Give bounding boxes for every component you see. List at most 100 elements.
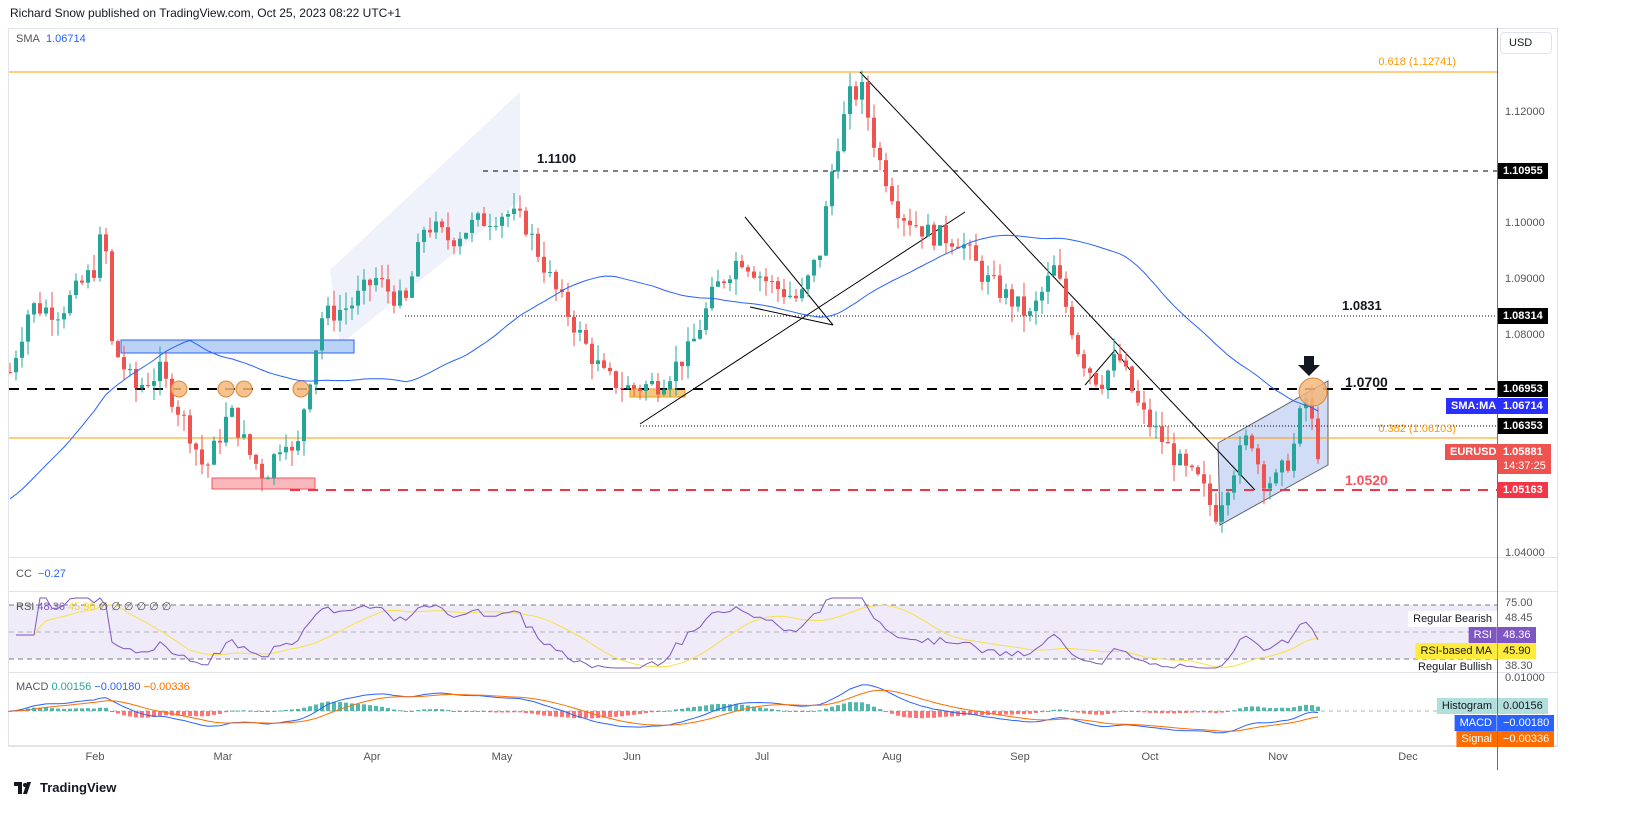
histogram-bar [452,710,456,712]
candle [1064,278,1068,307]
candle [836,151,840,172]
candle [86,270,90,283]
sma-legend[interactable]: SMA 1.06714 [16,33,86,45]
histogram-bar [374,705,378,711]
pane-divider[interactable] [8,672,1558,673]
candle [524,210,528,235]
histogram-bar [698,706,702,711]
candle [1268,483,1272,489]
candle [746,267,750,272]
candle [554,271,558,290]
histogram-bar [1274,708,1278,711]
histogram-bar [248,710,252,712]
support-zone [211,477,316,490]
candle [434,221,438,233]
candle [734,260,738,280]
candle [992,275,996,277]
histogram-bar [110,710,114,712]
candle [92,270,96,278]
candle [338,309,342,321]
histogram-bar [566,711,570,718]
histogram-bar [848,702,852,711]
candle [920,226,924,237]
candle [566,292,570,317]
candle [938,225,942,246]
cc-legend[interactable]: CC −0.27 [16,568,66,580]
candle [884,160,888,187]
histogram-bar [554,711,558,717]
candle [590,343,594,364]
price-label: 1.06353 [1498,418,1548,434]
histogram-bar [410,711,414,712]
rsi-ma-tag: RSI-based MA [1415,643,1497,659]
pane-divider[interactable] [8,591,1558,592]
candle [152,381,156,386]
pane-divider[interactable] [8,557,1558,558]
histogram-bar [638,711,642,715]
candle [722,281,726,284]
histogram-bar [890,711,894,714]
histogram-bar [80,708,84,711]
histogram-bar [1316,706,1320,711]
candle [902,218,906,221]
candle [1094,372,1098,385]
histogram-bar [128,711,132,717]
tradingview-logo[interactable]: TradingView [14,780,116,795]
histogram-bar [764,708,768,711]
candle [848,86,852,115]
candle [1046,275,1050,292]
histogram-bar [536,711,540,715]
histogram-bar [794,711,798,712]
histogram-bar [272,711,276,712]
candle [386,279,390,292]
histogram-bar [428,709,432,711]
candle [788,295,792,297]
histogram-bar [392,709,396,711]
axis-tick: 1.12000 [1505,106,1545,118]
candle [14,357,18,373]
histogram-bar [1010,711,1014,715]
histogram-bar [1262,707,1266,711]
candle [614,371,618,389]
rsi-legend[interactable]: RSI 48.36 45.90 ∅ ∅ ∅ ∅ ∅ ∅ [16,601,172,613]
histogram-bar [416,710,420,712]
candle [1178,453,1182,466]
candle [416,242,420,277]
candle [224,416,228,443]
candle [68,295,72,314]
histogram-bar [620,711,624,717]
currency-button[interactable]: USD [1500,32,1552,54]
candle [944,225,948,244]
last-price-label: 1.05881 14:37:25 [1498,444,1551,474]
histogram-bar [824,708,828,711]
candle [1262,464,1266,489]
histogram-bar [884,711,888,712]
histogram-bar [1166,711,1170,714]
histogram-bar [68,708,72,711]
candle [62,313,66,320]
candle [332,305,336,321]
histogram-bar [680,708,684,711]
histogram-bar [182,711,186,716]
histogram-bar [236,710,240,712]
candle [380,278,384,280]
histogram-bar [896,711,900,716]
histogram-bar [1172,711,1176,714]
histogram-bar [854,702,858,711]
candle [596,360,600,364]
candle [1238,445,1242,476]
candle [314,350,318,385]
candle [530,233,534,235]
histogram-bar [86,708,90,711]
candle [866,82,870,118]
histogram-bar [422,709,426,711]
candle [1172,443,1176,466]
histogram-bar [1256,706,1260,711]
candle [968,244,972,246]
macd-legend[interactable]: MACD 0.00156 −0.00180 −0.00336 [16,681,190,693]
axis-tick: 1.08000 [1505,329,1545,341]
candle [812,260,816,276]
time-tick: May [491,751,513,763]
candle [374,278,378,286]
